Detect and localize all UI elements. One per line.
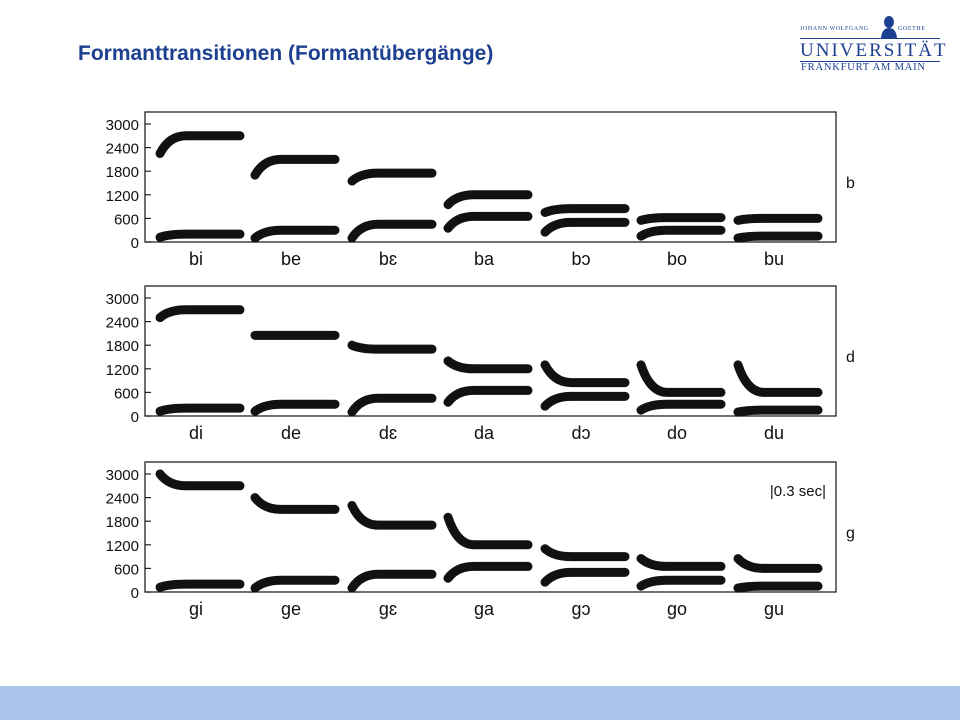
y-tick-label: 600 (114, 211, 139, 228)
formant-f2-band (443, 356, 533, 374)
syllable-label: bɛ (379, 249, 397, 269)
y-tick-label: 2400 (106, 315, 139, 332)
formant-f2-band (250, 154, 340, 180)
y-tick-label: 1800 (106, 514, 139, 531)
formant-f1-band (347, 219, 437, 243)
syllable-label: go (667, 599, 687, 619)
formant-f2-band (155, 131, 245, 158)
formant-f2-band (443, 190, 533, 210)
formant-f2-band (733, 554, 823, 573)
consonant-label: b (846, 175, 855, 192)
logo-top-right-text: GOETHE (898, 26, 926, 32)
formant-f2-band (155, 305, 245, 323)
syllable-label: be (281, 249, 301, 269)
formant-f1-band (636, 575, 726, 591)
logo-rule-bottom (800, 61, 940, 62)
formant-f1-band (347, 569, 437, 593)
formant-f2-band (347, 168, 437, 186)
syllable-label: bu (764, 249, 784, 269)
formant-f2-band (347, 340, 437, 354)
y-tick-label: 3000 (106, 291, 139, 308)
goethe-portrait-icon (881, 16, 897, 38)
syllable-label: du (764, 423, 784, 443)
syllable-label: gu (764, 599, 784, 619)
panel-frame (144, 111, 837, 243)
formant-f2-band (636, 554, 726, 571)
formant-f2-band (733, 213, 823, 225)
formant-f1-band (250, 575, 340, 593)
syllable-label: ge (281, 599, 301, 619)
university-logo: JOHANN WOLFGANG GOETHE UNIVERSITÄT FRANK… (800, 14, 946, 76)
y-tick-label: 3000 (106, 467, 139, 484)
consonant-label: d (846, 349, 855, 366)
y-tick-label: 1200 (106, 188, 139, 205)
syllable-label: bɔ (571, 249, 590, 269)
syllable-label: di (189, 423, 203, 443)
formant-f1-band (540, 567, 630, 587)
y-tick-label: 1800 (106, 164, 139, 181)
syllable-label: ga (474, 599, 495, 619)
formant-f1-band (733, 231, 823, 243)
panel-frame (144, 461, 837, 593)
y-tick-label: 3000 (106, 117, 139, 134)
y-tick-label: 0 (131, 409, 139, 426)
y-tick-label: 0 (131, 235, 139, 252)
time-scale-label: |0.3 sec| (770, 483, 826, 500)
formant-f2-band (347, 500, 437, 530)
syllable-label: da (474, 423, 495, 443)
formant-f2-band (636, 360, 726, 397)
formant-f1-band (443, 385, 533, 407)
logo-name-text: UNIVERSITÄT (800, 40, 948, 61)
logo-rule-top (800, 38, 940, 39)
formant-f1-band (347, 393, 437, 417)
logo-top-left-text: JOHANN WOLFGANG (800, 26, 869, 32)
y-tick-label: 2400 (106, 491, 139, 508)
formant-f1-band (636, 399, 726, 415)
y-tick-label: 1800 (106, 338, 139, 355)
formant-f1-band (733, 405, 823, 417)
syllable-label: bi (189, 249, 203, 269)
y-tick-label: 2400 (106, 141, 139, 158)
syllable-label: dɛ (379, 423, 397, 443)
panel-frame (144, 285, 837, 417)
formant-f1-band (155, 403, 245, 416)
footer-bar (0, 686, 960, 720)
formant-f2-band (443, 512, 533, 550)
formant-f1-band (540, 217, 630, 237)
formant-f1-band (540, 391, 630, 411)
formant-f2-band (540, 544, 630, 562)
formant-f1-band (733, 581, 823, 593)
syllable-label: gɔ (571, 599, 590, 619)
y-tick-label: 1200 (106, 362, 139, 379)
formant-f1-band (155, 579, 245, 592)
y-tick-label: 1200 (106, 538, 139, 555)
formant-f2-band (636, 213, 726, 225)
y-tick-label: 600 (114, 385, 139, 402)
y-tick-label: 0 (131, 585, 139, 602)
formant-f2-band (540, 204, 630, 217)
syllable-label: de (281, 423, 301, 443)
formant-f2-band (733, 360, 823, 397)
syllable-label: gɛ (379, 599, 397, 619)
formant-f1-band (636, 225, 726, 241)
formant-f2-band (250, 493, 340, 514)
formant-f2-band (540, 360, 630, 388)
syllable-label: bo (667, 249, 687, 269)
consonant-label: g (846, 525, 855, 542)
formant-f1-band (250, 225, 340, 243)
y-tick-label: 600 (114, 561, 139, 578)
formant-f1-band (443, 211, 533, 233)
syllable-label: gi (189, 599, 203, 619)
formant-f1-band (250, 399, 340, 416)
formant-f2-band (155, 469, 245, 491)
syllable-label: do (667, 423, 687, 443)
syllable-label: dɔ (571, 423, 590, 443)
logo-city-text: FRANKFURT AM MAIN (801, 62, 926, 73)
page-title: Formanttransitionen (Formantübergänge) (78, 42, 494, 65)
formant-f1-band (155, 229, 245, 242)
syllable-label: ba (474, 249, 495, 269)
formant-f1-band (443, 561, 533, 583)
